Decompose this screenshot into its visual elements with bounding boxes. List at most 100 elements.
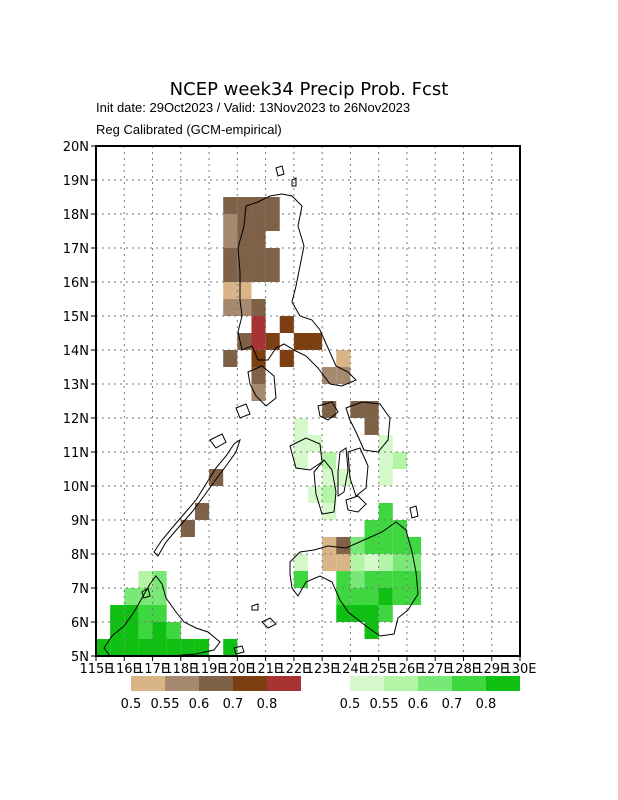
coastline-leyte: [347, 447, 369, 497]
y-tick-label: 12N: [63, 412, 89, 427]
wet-cell: [138, 622, 153, 639]
dry-cell: [223, 248, 238, 265]
y-tick-label: 9N: [71, 514, 89, 529]
wet-cell: [392, 554, 407, 571]
wet-cell: [293, 554, 308, 571]
wet-cell: [322, 452, 337, 469]
dry-cell: [209, 469, 224, 486]
wet-cell: [293, 571, 308, 588]
y-tick-label: 17N: [63, 242, 89, 257]
wet-cell: [138, 588, 153, 605]
coastline-palawan: [153, 438, 241, 557]
wet-cell: [378, 571, 393, 588]
coastline-bohol: [345, 495, 367, 513]
dry-cell: [364, 401, 379, 418]
wet-cell: [378, 605, 393, 622]
wet-cell: [124, 639, 139, 656]
x-axis-ticks: 115E116E117E118E119E120E121E122E123E124E…: [79, 656, 537, 677]
dry-cell: [251, 231, 266, 248]
y-tick-label: 19N: [63, 174, 89, 189]
coastline-luzon: [237, 193, 357, 387]
wet-cell: [138, 571, 153, 588]
dry-cell: [223, 197, 238, 214]
wet-cell: [336, 571, 351, 588]
map-frame: [95, 145, 521, 657]
wet-cell: [364, 537, 379, 554]
wet-cell: [392, 571, 407, 588]
wet-cell: [336, 469, 351, 486]
wet-cell: [336, 588, 351, 605]
y-tick-label: 18N: [63, 208, 89, 223]
dry-cell: [322, 367, 337, 384]
legend-swatch: [350, 676, 384, 691]
wet-cell: [378, 469, 393, 486]
x-tick-label: 115E: [79, 662, 112, 677]
legend-label: 0.5: [340, 697, 361, 712]
dry-cell: [336, 350, 351, 367]
dry-cell: [251, 333, 266, 350]
legend-label: 0.6: [408, 697, 429, 712]
legend-swatch: [165, 676, 199, 691]
wet-cell: [406, 588, 422, 605]
dry-cell: [251, 197, 266, 214]
dry-cell: [223, 265, 238, 282]
wet-cell: [336, 605, 351, 622]
dry-cell: [180, 520, 195, 537]
dry-cell: [265, 197, 280, 214]
x-tick-label: 120E: [221, 662, 254, 677]
coastline-babuyan: [275, 165, 285, 177]
dry-probability-legend: 0.5 0.55 0.6 0.7 0.8: [121, 676, 301, 712]
wet-cell: [308, 435, 323, 452]
legend-swatch: [384, 676, 418, 691]
x-tick-label: 125E: [362, 662, 395, 677]
grid-lines: [96, 146, 520, 656]
wet-cell: [378, 537, 393, 554]
coastline-sulu-1: [261, 617, 277, 629]
wet-cell: [378, 503, 393, 520]
legend-swatch: [233, 676, 267, 691]
dry-cell: [265, 248, 280, 265]
y-tick-label: 7N: [71, 582, 89, 597]
y-tick-label: 10N: [63, 480, 89, 495]
wet-cell: [152, 571, 167, 588]
wet-cell: [124, 588, 139, 605]
wet-cell: [406, 571, 422, 588]
legend-label: 0.5: [121, 697, 142, 712]
dry-cell: [279, 316, 294, 333]
dry-cell: [322, 401, 337, 418]
wet-cell: [223, 639, 238, 656]
dry-cell: [223, 231, 238, 248]
x-tick-label: 119E: [193, 662, 226, 677]
legend-swatch: [199, 676, 233, 691]
wet-cell: [392, 588, 407, 605]
dry-cell: [251, 265, 266, 282]
wet-cell: [364, 605, 379, 622]
wet-cell: [322, 503, 337, 520]
probability-cells: [96, 197, 422, 656]
wet-cell: [166, 622, 181, 639]
dry-cell: [237, 197, 252, 214]
legend-label: 0.7: [223, 697, 244, 712]
dry-cell: [364, 418, 379, 435]
wet-cell: [322, 486, 337, 503]
legend-label: 0.55: [151, 697, 180, 712]
dry-cell: [265, 333, 280, 350]
legend-swatch: [267, 676, 301, 691]
wet-cell: [378, 452, 393, 469]
dry-cell: [279, 350, 294, 367]
coastline-siargao: [409, 505, 419, 519]
y-tick-label: 11N: [63, 446, 89, 461]
dry-cell: [237, 282, 252, 299]
dry-cell: [293, 333, 308, 350]
coastline-samar: [345, 401, 391, 453]
wet-cell: [152, 605, 167, 622]
x-tick-label: 127E: [419, 662, 452, 677]
wet-cell: [364, 520, 379, 537]
dry-cell: [223, 282, 238, 299]
y-tick-label: 14N: [63, 344, 89, 359]
dry-cell: [308, 333, 323, 350]
wet-cell: [180, 639, 195, 656]
y-tick-label: 20N: [63, 140, 89, 155]
x-tick-label: 129E: [475, 662, 508, 677]
wet-cell: [293, 418, 308, 435]
